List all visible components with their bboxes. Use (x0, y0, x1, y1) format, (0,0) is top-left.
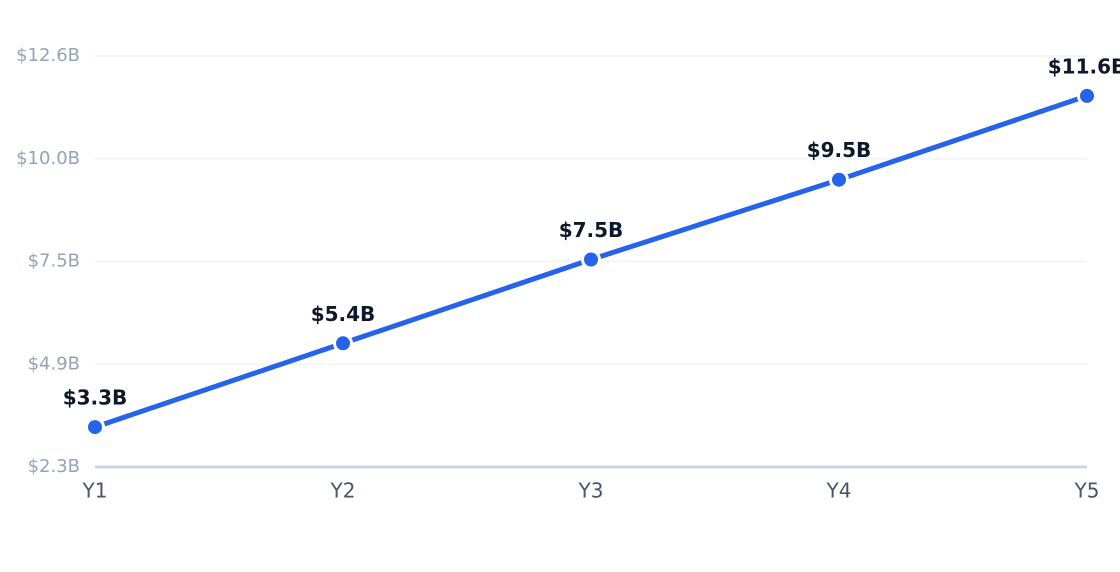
x-tick-label: Y4 (826, 479, 852, 503)
x-tick-label: Y1 (82, 479, 108, 503)
y-tick-label: $2.3B (28, 456, 80, 477)
point (581, 249, 601, 270)
data-label: $3.3B (63, 386, 128, 410)
y-tick-label: $10.0B (16, 148, 80, 169)
y-tick-label: $4.9B (28, 353, 80, 374)
point (85, 417, 105, 438)
x-tick-label: Y5 (1074, 479, 1100, 503)
point (333, 333, 353, 354)
data-label: $5.4B (311, 302, 376, 326)
x-tick-label: Y2 (330, 479, 356, 503)
data-label: $7.5B (559, 218, 624, 242)
data-label: $11.6B (1048, 54, 1120, 78)
point (829, 169, 849, 190)
x-tick-label: Y3 (578, 479, 604, 503)
y-tick-label: $7.5B (28, 251, 80, 272)
point (1077, 85, 1097, 106)
data-label: $9.5B (807, 138, 872, 162)
y-tick-label: $12.6B (16, 45, 80, 66)
